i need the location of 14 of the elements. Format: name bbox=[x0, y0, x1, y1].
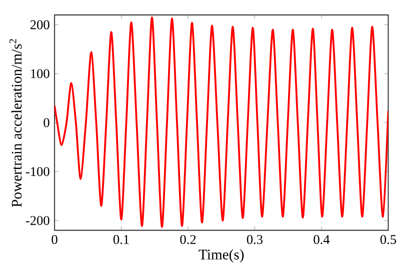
x-tick-label: 0.1 bbox=[113, 234, 129, 244]
x-tick-label: 0.5 bbox=[380, 234, 396, 244]
y-axis-title: Powertrain acceleration/m/s$^{2}$ bbox=[9, 39, 22, 207]
y-tick-label: -200 bbox=[26, 216, 50, 225]
x-tick-label: 0.2 bbox=[180, 234, 196, 244]
y-tick-label: 100 bbox=[31, 69, 50, 78]
x-tick-label: 0 bbox=[52, 234, 58, 244]
y-tick-label: 0 bbox=[44, 118, 50, 128]
x-tick-label: 0.4 bbox=[314, 234, 330, 244]
line-series bbox=[54, 16, 388, 228]
x-tick-label: 0.3 bbox=[246, 234, 263, 244]
y-tick-label: 200 bbox=[30, 20, 50, 30]
x-axis-title: Time(s) bbox=[198, 249, 244, 262]
y-tick-label: -100 bbox=[26, 167, 50, 176]
